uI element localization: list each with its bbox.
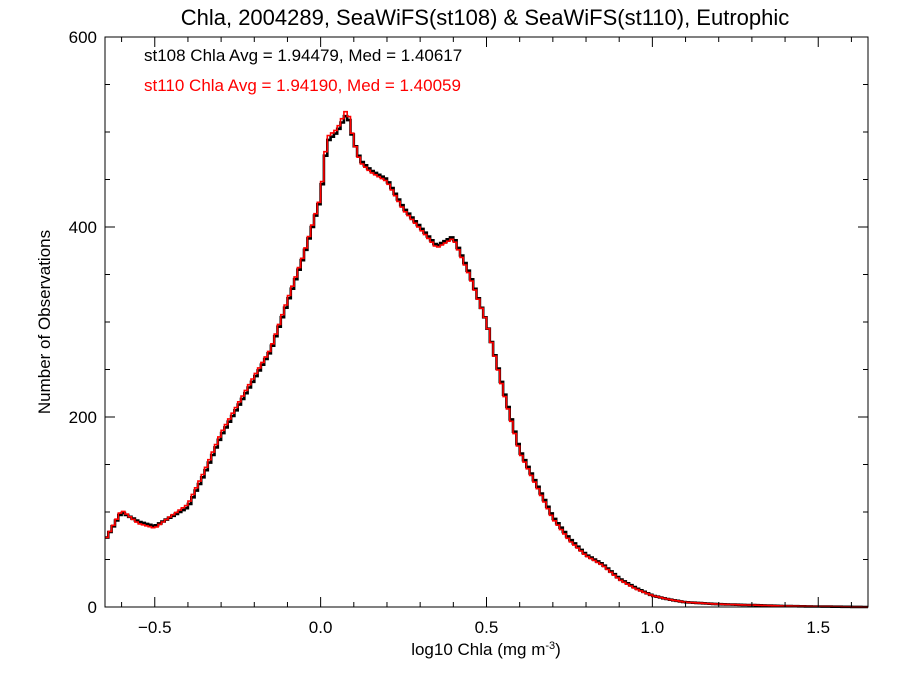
- y-axis: 0 200 400 600: [69, 28, 868, 617]
- y-axis-label: Number of Observations: [35, 230, 54, 414]
- x-axis-label-main: log10 Chla (mg m: [411, 640, 545, 659]
- y-tick-label: 0: [88, 598, 97, 617]
- x-tick-label: −0.5: [138, 618, 172, 637]
- x-tick-label: 1.0: [641, 618, 665, 637]
- histogram-series-1: [105, 110, 868, 608]
- histogram-series-0: [105, 114, 868, 609]
- y-tick-label: 400: [69, 218, 97, 237]
- x-axis-label: log10 Chla (mg m-3): [411, 640, 561, 659]
- x-tick-label: 0.0: [309, 618, 333, 637]
- st108-annotation: st108 Chla Avg = 1.94479, Med = 1.40617: [144, 46, 462, 65]
- st110-annotation: st110 Chla Avg = 1.94190, Med = 1.40059: [144, 76, 461, 95]
- x-tick-label: 0.5: [475, 618, 499, 637]
- y-tick-label: 600: [69, 28, 97, 47]
- series-layer: [105, 110, 868, 609]
- x-axis-label-close: ): [555, 640, 561, 659]
- y-tick-label: 200: [69, 408, 97, 427]
- x-axis: −0.5 0.0 0.5 1.0 1.5: [121, 37, 852, 637]
- x-axis-label-sup: -3: [545, 640, 555, 652]
- x-tick-label: 1.5: [806, 618, 830, 637]
- chart-title: Chla, 2004289, SeaWiFS(st108) & SeaWiFS(…: [181, 5, 790, 30]
